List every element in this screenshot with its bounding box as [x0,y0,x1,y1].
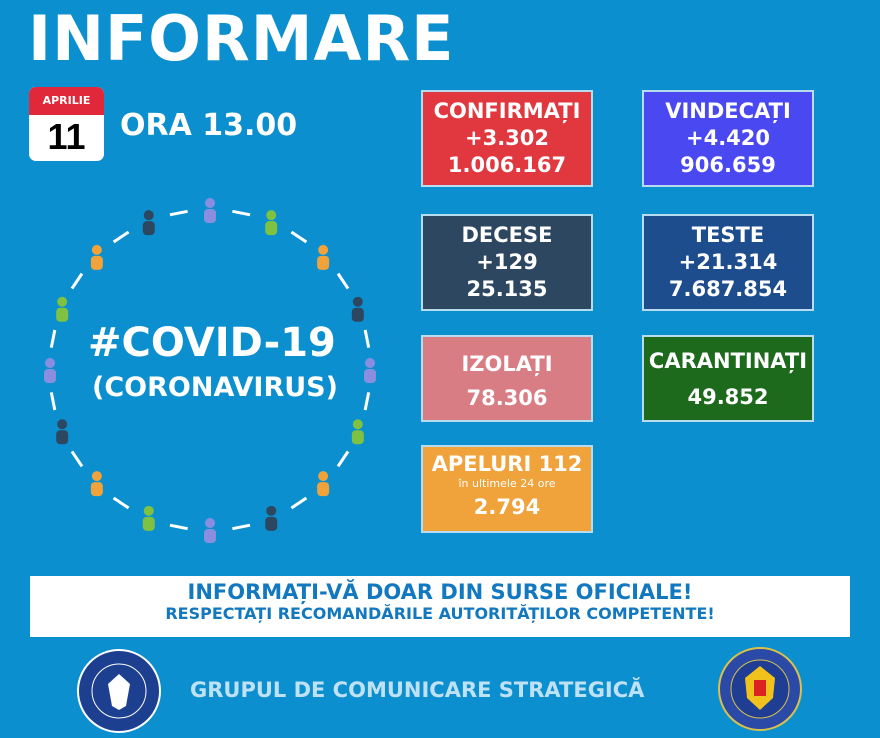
stat-label: IZOLAȚI [461,352,553,376]
person-icon [351,296,364,322]
stat-confirmati: CONFIRMAȚI +3.302 1.006.167 [421,90,593,187]
arrow-icon [169,209,188,217]
person-icon [56,296,69,322]
stat-total: 2.794 [473,495,541,519]
arrow-icon [169,523,188,531]
arrow-icon [70,450,84,468]
hashtag-covid: #COVID-19 [88,320,336,366]
stat-carantinati: CARANTINAȚI 49.852 [642,335,814,422]
arrow-icon [336,272,350,290]
arrow-icon [232,209,251,217]
arrow-icon [363,329,371,348]
stat-total: 78.306 [466,386,548,410]
person-icon [364,358,376,383]
person-icon [204,198,216,223]
person-icon [204,518,216,543]
calendar-month: APRILIE [29,87,104,115]
arrow-icon [49,329,57,348]
stat-label: VINDECAȚI [665,99,791,123]
stat-label: CARANTINAȚI [648,349,808,373]
person-icon [44,358,56,383]
person-icon [265,505,278,531]
arrow-icon [290,230,308,244]
stat-delta: +21.314 [678,250,778,274]
stat-note: în ultimele 24 ore [458,477,556,490]
banner-line-1: INFORMAȚI-VĂ DOAR DIN SURSE OFICIALE! [187,580,693,604]
stat-total: 7.687.854 [668,277,788,301]
government-logo [77,649,161,733]
arrow-icon [49,392,57,411]
stat-label: CONFIRMAȚI [433,99,581,123]
stat-teste: TESTE +21.314 7.687.854 [642,214,814,311]
stat-delta: +3.302 [464,126,550,150]
report-time: ORA 13.00 [120,108,298,143]
person-icon [351,419,364,445]
calendar-day: 11 [47,116,86,157]
calendar-icon: APRILIE 11 [29,87,104,161]
person-icon [317,244,330,270]
stat-vindecati: VINDECAȚI +4.420 906.659 [642,90,814,187]
dsu-logo [718,647,802,731]
people-circle-illustration [44,198,376,543]
person-icon [265,210,278,236]
stat-delta: +129 [476,250,538,274]
person-icon [56,419,69,445]
page-title: INFORMARE [28,2,455,75]
footer-text: GRUPUL DE COMUNICARE STRATEGICĂ [190,678,645,702]
person-icon [142,505,155,531]
arrow-icon [112,230,130,244]
arrow-icon [232,523,251,531]
person-icon [142,210,155,236]
arrow-icon [70,272,84,290]
stat-total: 25.135 [466,277,548,301]
stat-total: 906.659 [680,153,776,177]
stat-izolati: IZOLAȚI 78.306 [421,335,593,422]
person-icon [90,244,103,270]
stat-total: 49.852 [687,385,769,409]
stat-total: 1.006.167 [447,153,567,177]
subtitle-coronavirus: (CORONAVIRUS) [92,372,338,403]
stat-label: DECESE [461,223,553,247]
arrow-icon [363,392,371,411]
arrow-icon [290,496,308,510]
banner-line-2: RESPECTAȚI RECOMANDĂRILE AUTORITĂȚILOR C… [165,604,715,623]
stat-apeluri-112: APELURI 112 în ultimele 24 ore 2.794 [421,445,593,533]
stat-label: TESTE [691,223,765,247]
arrow-icon [112,496,130,510]
official-sources-banner: INFORMAȚI-VĂ DOAR DIN SURSE OFICIALE! RE… [30,576,850,637]
stat-decese: DECESE +129 25.135 [421,214,593,311]
person-icon [317,471,330,497]
arrow-icon [336,450,350,468]
stat-label: APELURI 112 [431,452,583,476]
person-icon [90,471,103,497]
stat-delta: +4.420 [685,126,771,150]
